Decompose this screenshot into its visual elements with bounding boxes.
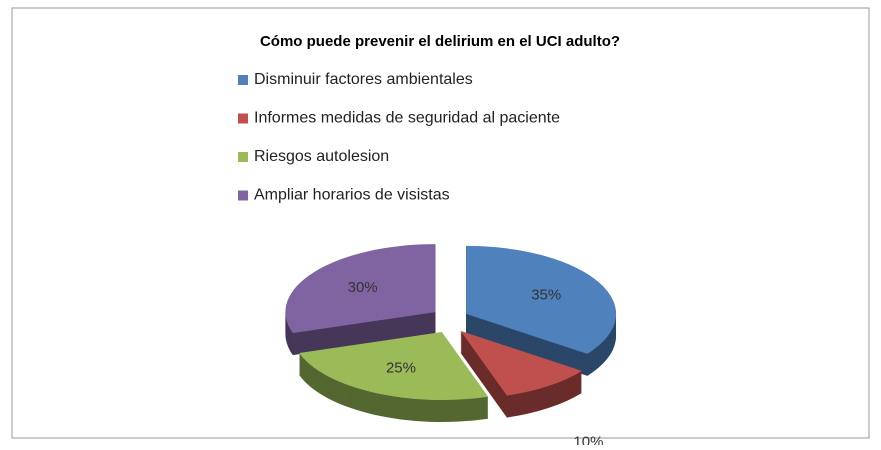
chart-title: Cómo puede prevenir el delirium en el UC… [260, 33, 620, 50]
legend-label: Riesgos autolesion [254, 148, 389, 165]
legend-swatch [238, 113, 248, 124]
legend-label: Informes medidas de seguridad al pacient… [254, 110, 560, 127]
slice [466, 245, 617, 354]
data-label: 35% [531, 286, 561, 303]
legend-swatch [238, 152, 248, 162]
data-label: 10% [573, 434, 603, 445]
slice [460, 330, 582, 396]
data-label: 30% [348, 279, 378, 296]
legend-label: Ampliar horarios de visistas [254, 187, 450, 204]
legend-swatch [238, 190, 248, 201]
slice [285, 244, 436, 334]
data-label: 25% [386, 359, 416, 376]
slice [299, 332, 489, 401]
legend-swatch [238, 75, 248, 85]
legend-label: Disminuir factores ambientales [254, 71, 473, 88]
